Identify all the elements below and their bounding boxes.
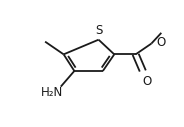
Text: O: O — [142, 75, 152, 88]
Text: H₂N: H₂N — [40, 85, 63, 99]
Text: O: O — [156, 36, 166, 49]
Text: S: S — [95, 24, 102, 37]
